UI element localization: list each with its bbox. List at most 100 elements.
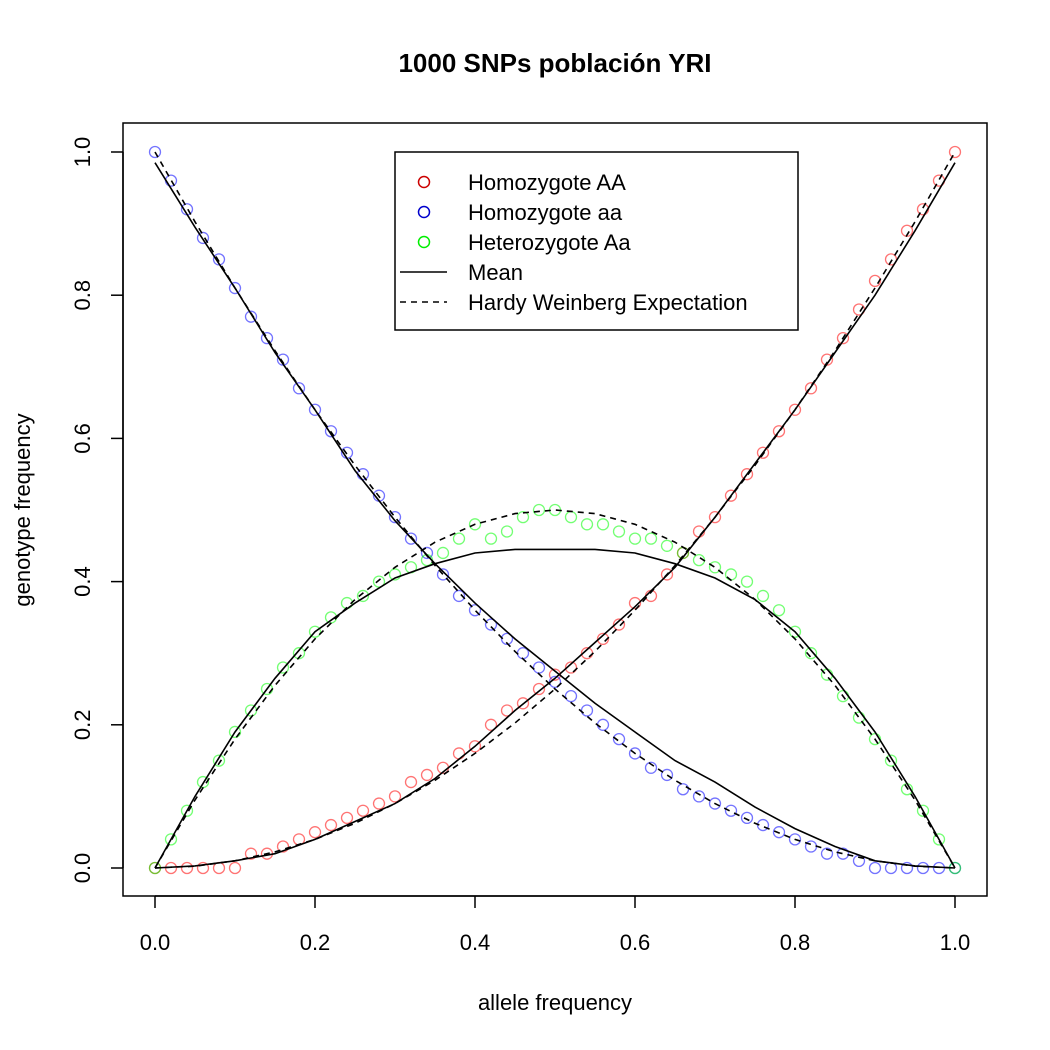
- heterozygote-aa-point: [436, 546, 450, 560]
- heterozygote-aa-point: [308, 625, 322, 638]
- homozygote-aa-point: [660, 568, 674, 581]
- x-tick-label: 0.6: [620, 930, 651, 955]
- heterozygote-aa-point: [388, 568, 402, 581]
- homozygote-aa-point: [804, 382, 818, 395]
- homozygote-aa-point: [724, 489, 738, 502]
- heterozygote-aa-point: [580, 518, 594, 531]
- x-axis-label: allele frequency: [478, 990, 632, 1015]
- homozygote-aa-point: [180, 861, 194, 875]
- legend-items: Homozygote AA Homozygote aa Heterozygote A…: [400, 170, 748, 315]
- homozygote-aa-point: [308, 403, 322, 416]
- homozygote-aa-point: [836, 847, 850, 860]
- homozygote-aa-point: [308, 826, 322, 839]
- legend-box: [394, 151, 799, 331]
- heterozygote-aa-point: [452, 532, 466, 545]
- homozygote-aa-point: [532, 682, 546, 696]
- heterozygote-aa-point: [660, 539, 674, 552]
- homozygote-aa-point: [452, 589, 466, 603]
- heterozygote-aa-point: [468, 518, 482, 531]
- heterozygote-aa-point: [740, 575, 754, 588]
- homozygote-aa-point: [612, 732, 626, 746]
- homozygote-aa-point: [500, 632, 514, 646]
- homozygote-aa-point: [196, 231, 210, 245]
- hardy-weinberg-expectation-line: [154, 151, 956, 869]
- homozygote-aa-point: [244, 847, 258, 860]
- homozygote-aa-point: [228, 861, 242, 875]
- homozygote-aa-point: [836, 332, 850, 345]
- heterozygote-aa-point: [708, 561, 722, 574]
- y-tick-label: 0.8: [70, 280, 95, 311]
- homozygote-aa-point: [260, 332, 274, 345]
- homozygote-aa-point: [468, 740, 482, 753]
- homozygote-aa-point: [788, 833, 802, 846]
- homozygote-aa-point: [292, 382, 306, 395]
- homozygote-aa-point: [628, 596, 642, 610]
- homozygote-aa-point: [756, 446, 770, 459]
- y-tick-label: 0.2: [70, 710, 95, 741]
- heterozygote-aa-point: [804, 647, 818, 660]
- homozygote-aa-point: [324, 425, 338, 438]
- heterozygote-aa-point: [276, 661, 290, 674]
- homozygote-aa-point: [324, 818, 338, 832]
- homozygote-aa-point: [420, 768, 434, 782]
- homozygote-aa-point: [708, 797, 722, 810]
- chart-title: 1000 SNPs población YRI: [398, 48, 711, 78]
- hardy-weinberg-expectation-line: [154, 151, 956, 869]
- homozygote-aa-point: [484, 618, 498, 631]
- homozygote-aa-point: [148, 145, 162, 159]
- legend-label: Homozygote aa: [468, 200, 623, 225]
- legend-symbol-point: [417, 175, 431, 189]
- homozygote-aa-point: [484, 718, 498, 731]
- homozygote-aa-point: [948, 145, 962, 159]
- heterozygote-aa-point: [228, 725, 242, 739]
- legend-label: Heterozygote Aa: [468, 230, 631, 255]
- y-axis-label: genotype frequency: [10, 413, 35, 606]
- heterozygote-aa-point: [788, 625, 802, 638]
- homozygote-aa-point: [916, 861, 930, 875]
- heterozygote-aa-point: [180, 804, 194, 817]
- heterozygote-aa-point: [772, 604, 786, 617]
- homozygote-aa-point: [740, 468, 754, 481]
- homozygote-aa-point: [228, 281, 242, 295]
- legend-symbol-point: [417, 205, 431, 219]
- heterozygote-aa-point: [916, 804, 930, 817]
- homozygote-aa-point: [900, 861, 914, 875]
- heterozygote-aa-point: [532, 503, 546, 517]
- heterozygote-aa-point: [516, 511, 530, 524]
- homozygote-aa-point: [772, 826, 786, 839]
- homozygote-aa-point: [820, 847, 834, 860]
- heterozygote-aa-point: [644, 532, 658, 545]
- homozygote-aa-point: [788, 403, 802, 416]
- legend-label: Hardy Weinberg Expectation: [468, 290, 748, 315]
- homozygote-aa-point: [404, 775, 418, 789]
- homozygote-aa-point: [772, 425, 786, 438]
- homozygote-aa-point: [708, 511, 722, 524]
- homozygote-aa-point: [644, 761, 658, 774]
- x-tick-label: 0.4: [460, 930, 491, 955]
- heterozygote-aa-point: [756, 589, 770, 603]
- y-tick-label: 0.4: [70, 566, 95, 597]
- homozygote-aa-point: [420, 546, 434, 560]
- homozygote-aa-point: [692, 790, 706, 803]
- heterozygote-aa-point: [868, 732, 882, 746]
- homozygote-aa-point: [436, 568, 450, 581]
- axes-layer: 0.0 0.2 0.4 0.6 0.8 1.0 0.0 0.2 0.4 0.6 0.8 1.0: [70, 137, 970, 955]
- y-tick-label: 0.6: [70, 423, 95, 454]
- heterozygote-aa-point: [164, 833, 178, 846]
- heterozygote-aa-point: [356, 589, 370, 603]
- homozygote-aa-point: [564, 661, 578, 674]
- homozygote-aa-point: [660, 768, 674, 782]
- homozygote-aa-point: [340, 811, 354, 825]
- y-tick-label: 0.0: [70, 853, 95, 884]
- heterozygote-aa-point: [628, 532, 642, 545]
- hardy-weinberg-expectation-line: [154, 509, 956, 869]
- homozygote-aa-point: [596, 632, 610, 646]
- heterozygote-aa-point: [932, 833, 946, 846]
- homozygote-aa-point: [468, 604, 482, 617]
- legend: Homozygote AA Homozygote aa Heterozygote A…: [394, 151, 799, 331]
- mean-line: [154, 548, 956, 869]
- legend-label: Homozygote AA: [468, 170, 626, 195]
- x-tick-label: 0.0: [140, 930, 171, 955]
